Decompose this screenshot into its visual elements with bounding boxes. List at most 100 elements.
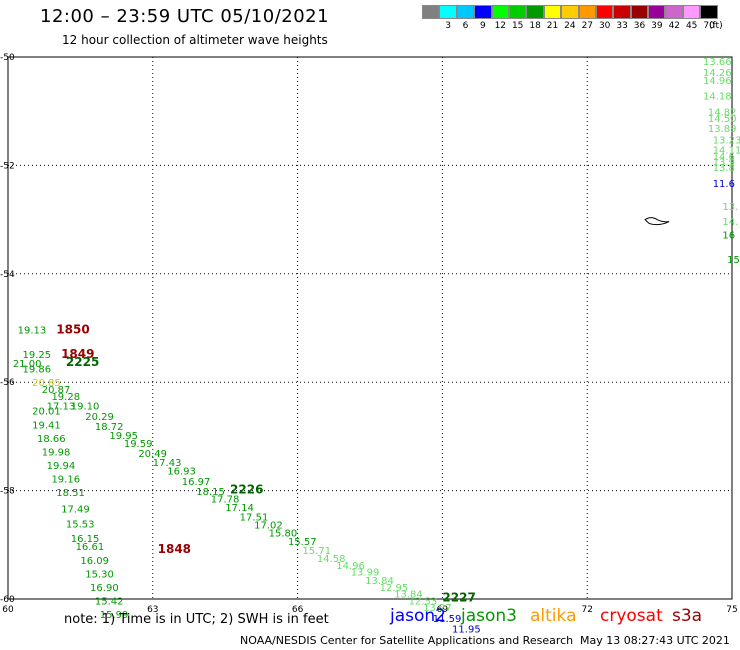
wave-height-label: 19.41 <box>32 420 61 431</box>
legend-swatch <box>422 5 440 19</box>
wave-height-label: 17.13 <box>47 401 76 412</box>
wave-height-label: 11.59 <box>433 614 462 625</box>
wave-height-label: 19.95 <box>109 431 138 442</box>
lat-tick-label: -54 <box>0 270 15 280</box>
wave-height-label: 17.43 <box>153 458 182 469</box>
wave-height-label: 18.15 <box>196 487 225 498</box>
wave-height-label: 19.59 <box>124 439 153 450</box>
wave-height-label: 19.16 <box>51 474 80 485</box>
lon-tick-label: 60 <box>2 605 14 615</box>
legend-swatch <box>456 5 475 19</box>
wave-height-label: 16.61 <box>76 542 105 553</box>
wave-height-label: 20.49 <box>138 449 167 460</box>
wave-height-label: 19.10 <box>71 401 100 412</box>
wave-height-label: 14.50 <box>708 114 737 125</box>
pass-time-label: 2225 <box>66 355 99 369</box>
legend-label: 3 <box>445 21 451 31</box>
legend-label: 27 <box>581 21 594 31</box>
map-frame <box>7 56 733 600</box>
wave-height-label: 20.29 <box>85 412 114 423</box>
pass-time-label: 2226 <box>230 482 263 496</box>
wave-height-label: 14.18 <box>703 91 732 102</box>
wave-height-label: 21.00 <box>13 359 42 370</box>
wave-height-label: 15.30 <box>85 569 114 580</box>
satellite-legend-jason2: jason2 <box>390 606 446 626</box>
map-title: 12:00 – 23:59 UTC 05/10/2021 <box>40 6 330 27</box>
wave-height-label: 12.95 <box>380 583 409 594</box>
wave-height-label: 14.82 <box>708 108 737 119</box>
wave-height-label: 14.96 <box>336 561 365 572</box>
legend-label: 15 <box>511 21 524 31</box>
map-subtitle: 12 hour collection of altimeter wave hei… <box>62 33 328 47</box>
legend-label: 42 <box>668 21 681 31</box>
legend-swatch <box>595 5 614 19</box>
legend-swatch <box>543 5 562 19</box>
wave-height-label: 18.66 <box>37 434 66 445</box>
wave-height-label: 19.86 <box>22 364 51 375</box>
legend-label: 24 <box>564 21 576 31</box>
wave-height-label: 13.99 <box>351 568 380 579</box>
wave-height-label: 15.53 <box>66 519 95 530</box>
legend-label: 18 <box>529 21 541 31</box>
wave-height-label: 11.95 <box>452 625 481 636</box>
legend-label: 45 <box>685 21 698 31</box>
wave-height-label: 15.99 <box>100 610 129 621</box>
wave-height-label: 17.78 <box>211 495 240 506</box>
island-outline <box>644 217 670 226</box>
legend-swatch <box>578 5 596 19</box>
wave-height-label: 16.97 <box>182 477 211 488</box>
lon-tick-label: 72 <box>581 605 592 615</box>
wave-height-label: 13.89 <box>708 124 737 135</box>
pass-time-label: 1848 <box>158 542 191 556</box>
wave-height-label: 18.51 <box>56 488 85 499</box>
lat-tick-label: -58 <box>0 487 15 497</box>
wave-height-label: 19.25 <box>22 350 51 361</box>
legend-swatch <box>665 5 683 19</box>
legend-swatch <box>682 5 701 19</box>
wave-height-label: 15.80 <box>269 529 298 540</box>
lat-tick-label: -52 <box>0 161 15 171</box>
satellite-legend-s3a: s3a <box>672 606 703 626</box>
legend-swatch <box>630 5 649 19</box>
wave-height-label: 14.58 <box>317 554 346 565</box>
footer-timestamp: May 13 08:27:43 UTC 2021 <box>580 634 730 647</box>
wave-height-label: 15.71 <box>302 546 331 557</box>
lon-tick-label: 66 <box>292 605 304 615</box>
wave-height-label: 14.96 <box>703 76 732 87</box>
wave-height-label: 17.14 <box>225 503 254 514</box>
satellite-legend-altika: altika <box>530 606 577 626</box>
color-legend <box>422 5 718 19</box>
legend-label: 33 <box>616 21 628 31</box>
legend-swatch <box>700 5 718 19</box>
wave-height-label: 14. <box>722 217 738 228</box>
wave-height-label: 19.13 <box>18 325 47 336</box>
wave-height-label: 13.9 <box>713 157 735 168</box>
legend-swatch <box>613 5 631 19</box>
footer-credit: NOAA/NESDIS Center for Satellite Applica… <box>240 634 574 647</box>
pass-time-label: 2227 <box>442 591 475 605</box>
wave-height-label: 16.90 <box>90 583 119 594</box>
wave-height-label: 15 <box>727 255 740 266</box>
legend-label: 6 <box>462 21 469 31</box>
lon-tick-label: 69 <box>437 605 449 615</box>
legend-swatch <box>491 5 509 19</box>
wave-height-label: 20.87 <box>42 385 71 396</box>
legend-label: 36 <box>633 21 646 31</box>
legend-label: 70 <box>703 21 715 31</box>
legend-swatch <box>648 5 666 19</box>
pass-time-label: 1849 <box>61 347 94 361</box>
lat-tick-label: -56 <box>0 378 15 388</box>
wave-height-label: 19.28 <box>51 392 80 403</box>
lat-tick-label: -60 <box>0 595 15 605</box>
wave-height-label: 17.51 <box>240 512 269 523</box>
wave-height-label: 16.93 <box>167 466 196 477</box>
wave-height-label: 16.15 <box>71 534 100 545</box>
legend-label: 39 <box>651 21 663 31</box>
lat-tick-label: -50 <box>0 53 15 63</box>
wave-height-label: 17.49 <box>61 504 90 515</box>
legend-swatch <box>474 5 492 19</box>
pass-time-label: 1850 <box>56 322 89 336</box>
lon-tick-label: 75 <box>726 605 737 615</box>
wave-height-label: 14.11 <box>713 145 740 156</box>
